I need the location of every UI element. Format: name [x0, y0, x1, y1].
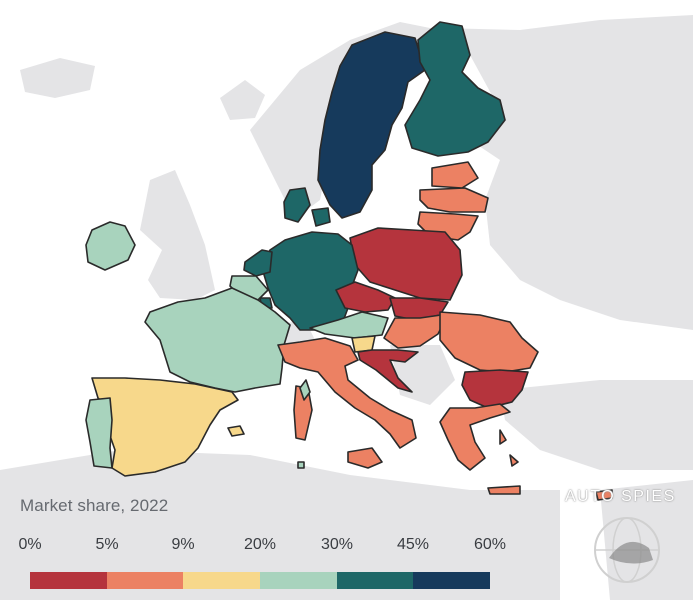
legend-color-bar — [30, 572, 491, 589]
globe-helmet-logo-icon — [594, 517, 660, 583]
country-portugal — [85, 397, 113, 469]
legend-swatch-4 — [336, 572, 414, 589]
country-netherlands — [243, 249, 273, 277]
legend-swatch-0 — [30, 572, 107, 589]
country-poland — [349, 227, 463, 301]
country-france — [144, 287, 291, 393]
legend-title: Market share, 2022 — [20, 496, 169, 515]
country-italy — [277, 337, 417, 469]
legend: Market share, 2022 0% 5% 9% 20% 30% 45% … — [0, 488, 693, 600]
country-cyprus — [595, 489, 613, 501]
country-corsica — [299, 379, 311, 401]
country-estonia — [431, 161, 479, 189]
legend-swatch-2 — [183, 572, 261, 589]
legend-swatch-3 — [260, 572, 337, 589]
country-bulgaria — [461, 369, 529, 409]
country-croatia — [357, 349, 419, 393]
legend-tick-20: 20% — [243, 536, 277, 553]
watermark-text: AUTO SPIES — [565, 488, 676, 505]
legend-tick-9: 9% — [171, 536, 195, 553]
legend-tick-0: 0% — [18, 536, 42, 553]
country-hungary — [383, 313, 449, 349]
country-austria — [309, 311, 389, 339]
country-greece — [439, 403, 521, 495]
background-land — [0, 15, 693, 600]
country-romania — [439, 311, 539, 373]
legend-swatch-5 — [413, 572, 491, 589]
country-finland — [404, 21, 506, 157]
legend-tick-60: 60% — [473, 536, 507, 553]
country-ireland — [85, 221, 136, 271]
legend-tick-45: 45% — [396, 536, 430, 553]
legend-swatch-1 — [106, 572, 184, 589]
country-malta — [297, 461, 305, 469]
country-layer — [85, 21, 613, 501]
legend-tick-5: 5% — [95, 536, 119, 553]
watermark: AUTO SPIES — [565, 478, 693, 600]
legend-tick-30: 30% — [320, 536, 354, 553]
country-latvia — [419, 187, 489, 213]
country-denmark — [283, 187, 331, 227]
